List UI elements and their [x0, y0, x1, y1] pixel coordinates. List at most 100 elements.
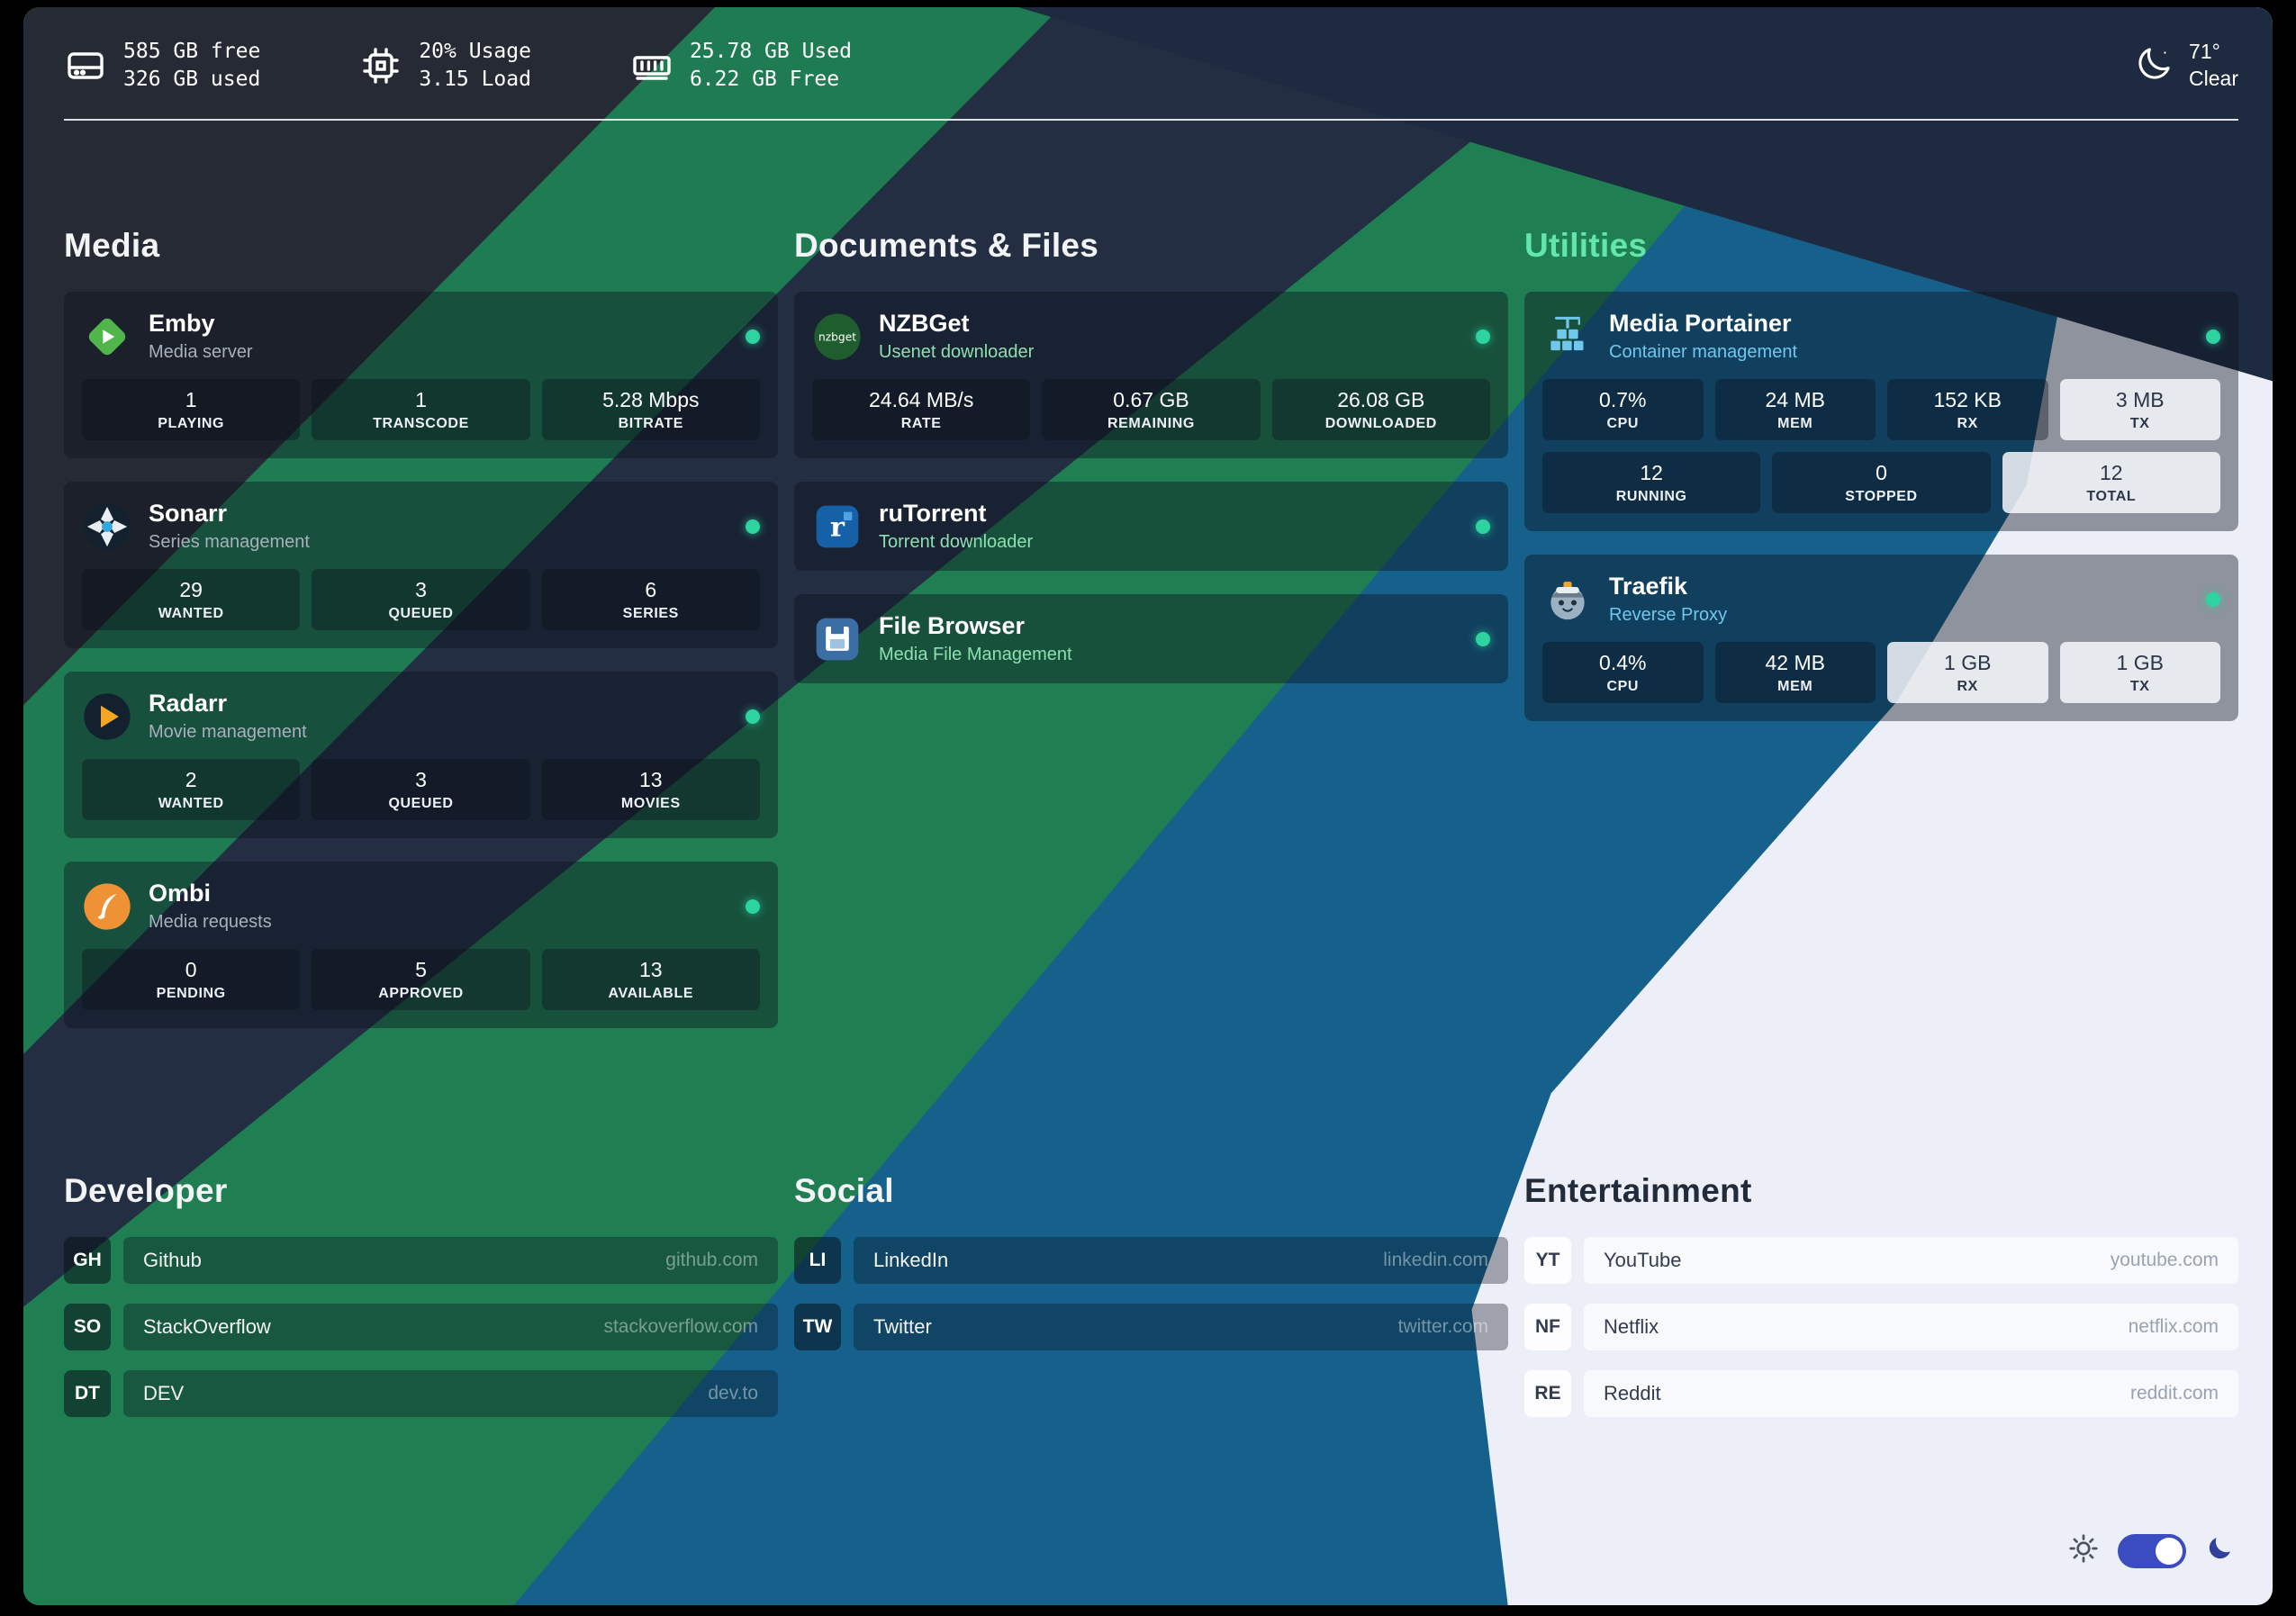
service-name: NZBGet [879, 310, 970, 338]
radarr-icon [82, 691, 132, 742]
status-dot [2206, 591, 2220, 607]
stat-value: 24.64 MB/s [868, 388, 974, 412]
weather-text: 71° Clear [2189, 39, 2238, 93]
stat-label: TX [2129, 416, 2150, 432]
stat-value: 0 [1876, 461, 1887, 485]
bookmark-youtube[interactable]: YT YouTube youtube.com [1524, 1237, 2238, 1285]
bookmark-domain: netflix.com [2128, 1316, 2219, 1338]
bookmark-reddit[interactable]: RE Reddit reddit.com [1524, 1370, 2238, 1418]
service-card-radarr[interactable]: Radarr Movie management 2 WANTED 3 QUEUED … [64, 672, 778, 839]
bookmark-domain: github.com [665, 1250, 758, 1271]
bookmark-domain: linkedin.com [1383, 1250, 1488, 1271]
stat-label: STOPPED [1845, 489, 1918, 505]
bookmark-linkedin[interactable]: LI LinkedIn linkedin.com [794, 1237, 1508, 1285]
bookmark-domain: stackoverflow.com [603, 1316, 758, 1338]
weather-widget[interactable]: 71° Clear [2133, 39, 2238, 93]
stat-label: CPU [1606, 679, 1640, 695]
stat-value: 0.7% [1599, 388, 1647, 412]
clear-night-icon [2133, 43, 2174, 89]
stat-value: 5 [415, 958, 427, 982]
theme-toggle[interactable] [2118, 1533, 2186, 1568]
bookmark-name: Twitter [873, 1315, 932, 1339]
bookmark-abbr: NF [1524, 1304, 1571, 1351]
service-card-sonarr[interactable]: Sonarr Series management 29 WANTED 3 QUEUE… [64, 482, 778, 649]
service-description: Movie management [149, 722, 307, 743]
stat-label: RATE [900, 416, 942, 432]
service-name: Traefik [1609, 573, 1688, 600]
bookmark-groups: Developer GH Github github.com SO StackO… [64, 1172, 2238, 1437]
status-dot [2206, 329, 2220, 344]
section-title-developer: Developer [64, 1172, 228, 1210]
service-stats-row1: 0.7% CPU 24 MB MEM 152 KB RX 3 MB TX [1542, 379, 2220, 441]
service-card-ombi[interactable]: Ombi Media requests 0 PENDING 5 APPROVED 1… [64, 862, 778, 1029]
section-title-documents: Documents & Files [794, 227, 1099, 265]
service-description: Media server [149, 342, 253, 363]
stat-label: TX [2129, 679, 2150, 695]
stat-label: RX [1957, 679, 1978, 695]
stat-value: 1 GB [1944, 651, 1992, 675]
topbar-divider [64, 119, 2238, 122]
stat-value: 29 [179, 578, 203, 602]
stat-value: 1 [415, 388, 427, 412]
service-card-nzbget[interactable]: nzbget NZBGet Usenet downloader 24.64 MB… [794, 292, 1508, 459]
bookmark-abbr: SO [64, 1304, 111, 1351]
section-utilities: Utilities Media Portainer Container mana… [1524, 227, 2238, 745]
bookmark-abbr: GH [64, 1237, 111, 1285]
service-name: Emby [149, 310, 215, 338]
stat-value: 152 KB [1933, 388, 2002, 412]
stat-label: REMAINING [1107, 416, 1195, 432]
rutorrent-icon: r [812, 501, 863, 552]
bookmark-twitter[interactable]: TW Twitter twitter.com [794, 1304, 1508, 1351]
bookmark-github[interactable]: GH Github github.com [64, 1237, 778, 1285]
stat-label: PLAYING [158, 416, 225, 432]
service-description: Container management [1609, 342, 1798, 363]
bookmark-abbr: YT [1524, 1237, 1571, 1285]
bookmark-netflix[interactable]: NF Netflix netflix.com [1524, 1304, 2238, 1351]
bookmark-name: StackOverflow [143, 1315, 271, 1339]
bookmark-abbr: RE [1524, 1370, 1571, 1418]
filebrowser-icon [812, 614, 863, 664]
stat-label: WANTED [158, 796, 224, 812]
stat-label: RUNNING [1615, 489, 1687, 505]
stat-value: 5.28 Mbps [602, 388, 700, 412]
stat-label: MEM [1777, 679, 1813, 695]
traefik-icon [1542, 574, 1593, 625]
cpu-icon [359, 44, 402, 87]
emby-icon [82, 311, 132, 362]
service-stats: 29 WANTED 3 QUEUED 6 SERIES [82, 569, 760, 631]
stat-value: 1 [185, 388, 197, 412]
stat-label: APPROVED [378, 986, 464, 1002]
cpu-stats: 20% Usage 3.15 Load [419, 38, 531, 94]
status-dot [1476, 329, 1490, 344]
section-title-utilities: Utilities [1524, 227, 1648, 265]
ombi-icon [82, 881, 132, 932]
service-card-portainer[interactable]: Media Portainer Container management 0.7… [1524, 292, 2238, 532]
service-card-traefik[interactable]: Traefik Reverse Proxy 0.4% CPU 42 MB MEM 1… [1524, 555, 2238, 722]
stat-value: 0.4% [1599, 651, 1647, 675]
disk-used: 326 GB used [123, 68, 261, 92]
service-card-filebrowser[interactable]: File Browser Media File Management [794, 594, 1508, 684]
section-media: Media Emby Media server 1 PLAYING [64, 227, 778, 1052]
bookmark-dev[interactable]: DT DEV dev.to [64, 1370, 778, 1418]
section-entertainment: Entertainment YT YouTube youtube.com NF … [1524, 1172, 2238, 1437]
service-name: Ombi [149, 880, 212, 907]
service-stats-row2: 12 RUNNING 0 STOPPED 12 TOTAL [1542, 452, 2220, 514]
bookmark-stackoverflow[interactable]: SO StackOverflow stackoverflow.com [64, 1304, 778, 1351]
stat-value: 0 [185, 958, 197, 982]
stat-value: 24 MB [1765, 388, 1825, 412]
cpu-usage: 20% Usage [419, 40, 531, 63]
stat-value: 3 [415, 768, 427, 792]
bookmark-abbr: DT [64, 1370, 111, 1418]
bookmark-name: Netflix [1604, 1315, 1659, 1339]
stat-value: 12 [1640, 461, 1663, 485]
section-title-social: Social [794, 1172, 894, 1210]
stat-label: TOTAL [2086, 489, 2137, 505]
service-card-rutorrent[interactable]: r ruTorrent Torrent downloader [794, 482, 1508, 572]
theme-toggle-knob [2156, 1537, 2183, 1565]
service-stats: 0 PENDING 5 APPROVED 13 AVAILABLE [82, 949, 760, 1011]
stat-label: DOWNLOADED [1324, 416, 1437, 432]
service-stats: 2 WANTED 3 QUEUED 13 MOVIES [82, 759, 760, 821]
service-card-emby[interactable]: Emby Media server 1 PLAYING 1 TRANSCODE 5.… [64, 292, 778, 459]
status-dot [746, 709, 760, 724]
stat-value: 1 GB [2116, 651, 2164, 675]
